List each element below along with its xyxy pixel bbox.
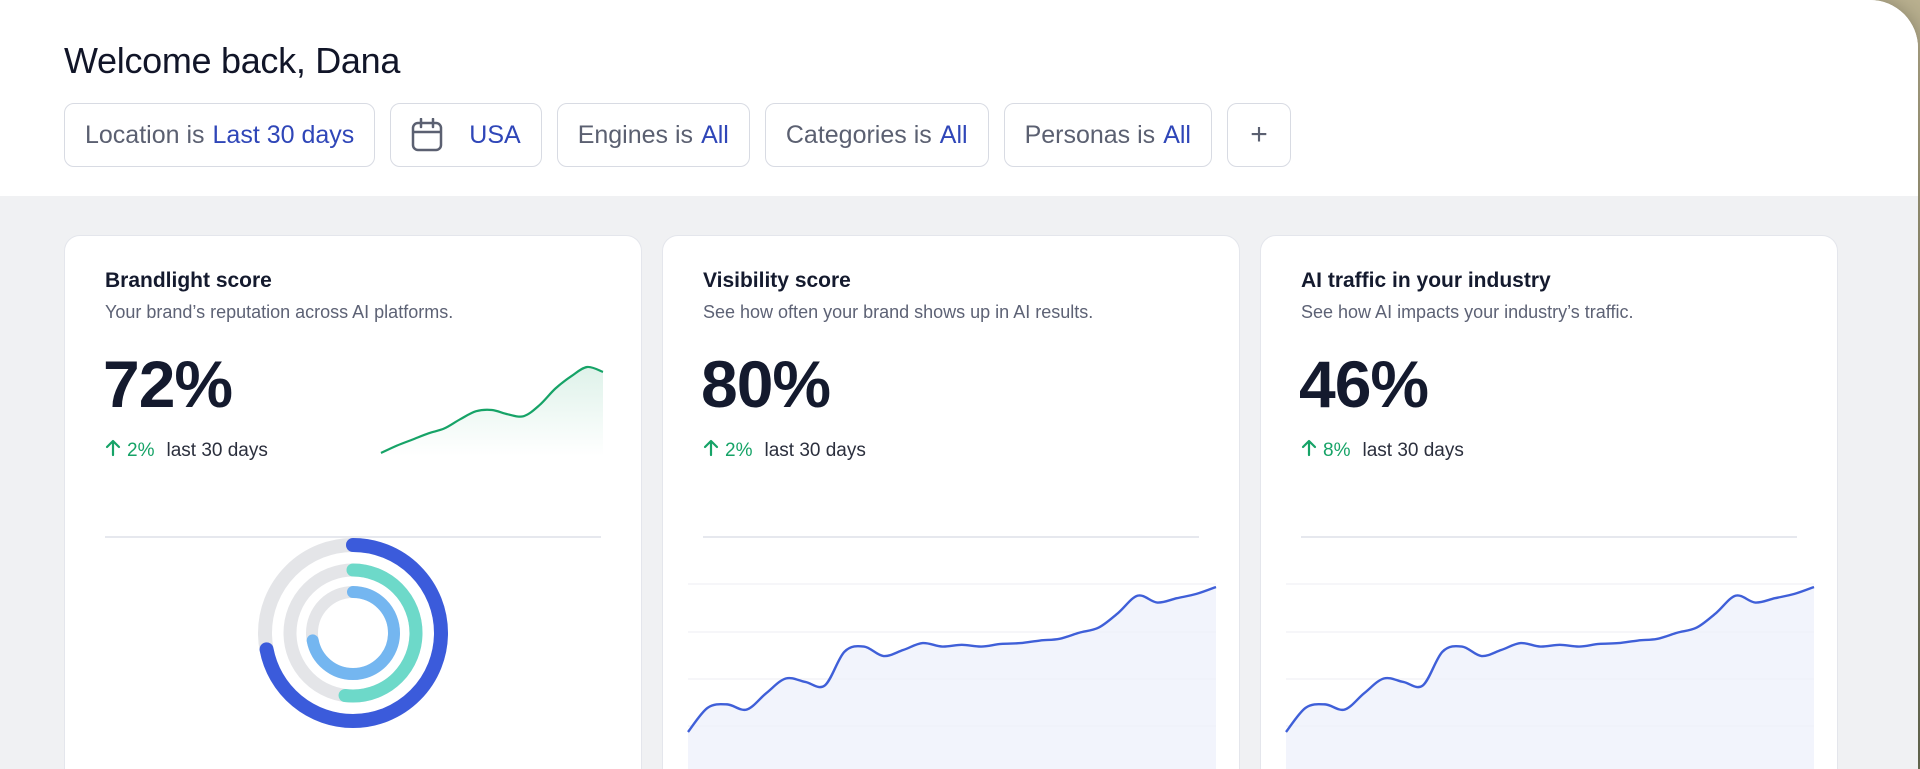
card-subtitle: Your brand’s reputation across AI platfo… <box>105 302 454 322</box>
dashboard-header: Welcome back, Dana Location is Last 30 d… <box>0 0 1918 196</box>
score-delta: 2% last 30 days <box>105 439 268 463</box>
filter-key: Categories is <box>785 120 932 149</box>
dashboard-main: Brandlight score Your brand’s reputation… <box>0 196 1918 769</box>
card-title: Visibility score <box>703 269 851 292</box>
score-value: 80% <box>701 347 831 421</box>
sparkline-line <box>380 365 604 454</box>
filter-engines[interactable]: Engines is All <box>556 103 750 167</box>
filter-key: Engines is <box>577 120 694 149</box>
plus-icon: + <box>1250 118 1268 151</box>
delta-period: last 30 days <box>1362 440 1464 461</box>
visibility-score-card[interactable]: Visibility score See how often your bran… <box>662 235 1240 769</box>
delta-percent: 2% <box>725 440 753 461</box>
score-rings-chart <box>258 538 448 728</box>
filter-country[interactable]: USA <box>390 103 542 167</box>
add-filter-button[interactable]: + <box>1226 103 1291 167</box>
brandlight-sparkline <box>380 365 604 456</box>
trend-area <box>1286 587 1814 769</box>
score-delta: 8% last 30 days <box>1301 439 1464 463</box>
ring-arc-outer <box>258 538 448 728</box>
ai-traffic-trend-chart <box>1285 583 1815 769</box>
filter-value: All <box>1163 120 1191 149</box>
ai-traffic-card[interactable]: AI traffic in your industry See how AI i… <box>1260 235 1838 769</box>
score-delta: 2% last 30 days <box>703 439 866 463</box>
card-title: Brandlight score <box>105 269 272 292</box>
filter-categories[interactable]: Categories is All <box>764 103 989 167</box>
delta-period: last 30 days <box>764 440 866 461</box>
card-subtitle: See how often your brand shows up in AI … <box>703 302 1094 322</box>
filter-key: Location is <box>85 120 205 149</box>
calendar-icon <box>411 118 443 152</box>
score-value: 72% <box>103 347 233 421</box>
delta-percent: 2% <box>127 440 155 461</box>
score-value: 46% <box>1299 347 1429 421</box>
card-title: AI traffic in your industry <box>1301 269 1551 292</box>
ring-arc-inner <box>306 586 400 680</box>
visibility-trend-chart <box>687 583 1217 769</box>
sparkline-area <box>381 366 603 456</box>
card-divider <box>105 536 601 538</box>
filter-location[interactable]: Location is Last 30 days <box>64 103 376 167</box>
filter-bar: Location is Last 30 days USA Engines is … <box>64 103 1291 167</box>
filter-value: All <box>701 120 729 149</box>
filter-value: All <box>939 120 968 149</box>
trend-area <box>688 587 1216 769</box>
card-divider <box>1301 536 1797 538</box>
trend-line <box>1285 585 1815 733</box>
filter-value: USA <box>469 120 521 149</box>
delta-percent: 8% <box>1323 440 1351 461</box>
ring-arc-middle <box>283 563 423 703</box>
brandlight-score-card[interactable]: Brandlight score Your brand’s reputation… <box>64 235 642 769</box>
filter-personas[interactable]: Personas is All <box>1003 103 1212 167</box>
page-title: Welcome back, Dana <box>64 40 401 81</box>
trend-line <box>687 585 1217 733</box>
filter-key: Personas is <box>1024 120 1156 149</box>
arrow-up-icon <box>703 439 719 463</box>
arrow-up-icon <box>1301 439 1317 463</box>
card-divider <box>703 536 1199 538</box>
arrow-up-icon <box>105 439 121 463</box>
delta-period: last 30 days <box>166 440 268 461</box>
filter-value: Last 30 days <box>212 120 355 149</box>
card-subtitle: See how AI impacts your industry’s traff… <box>1301 302 1634 322</box>
